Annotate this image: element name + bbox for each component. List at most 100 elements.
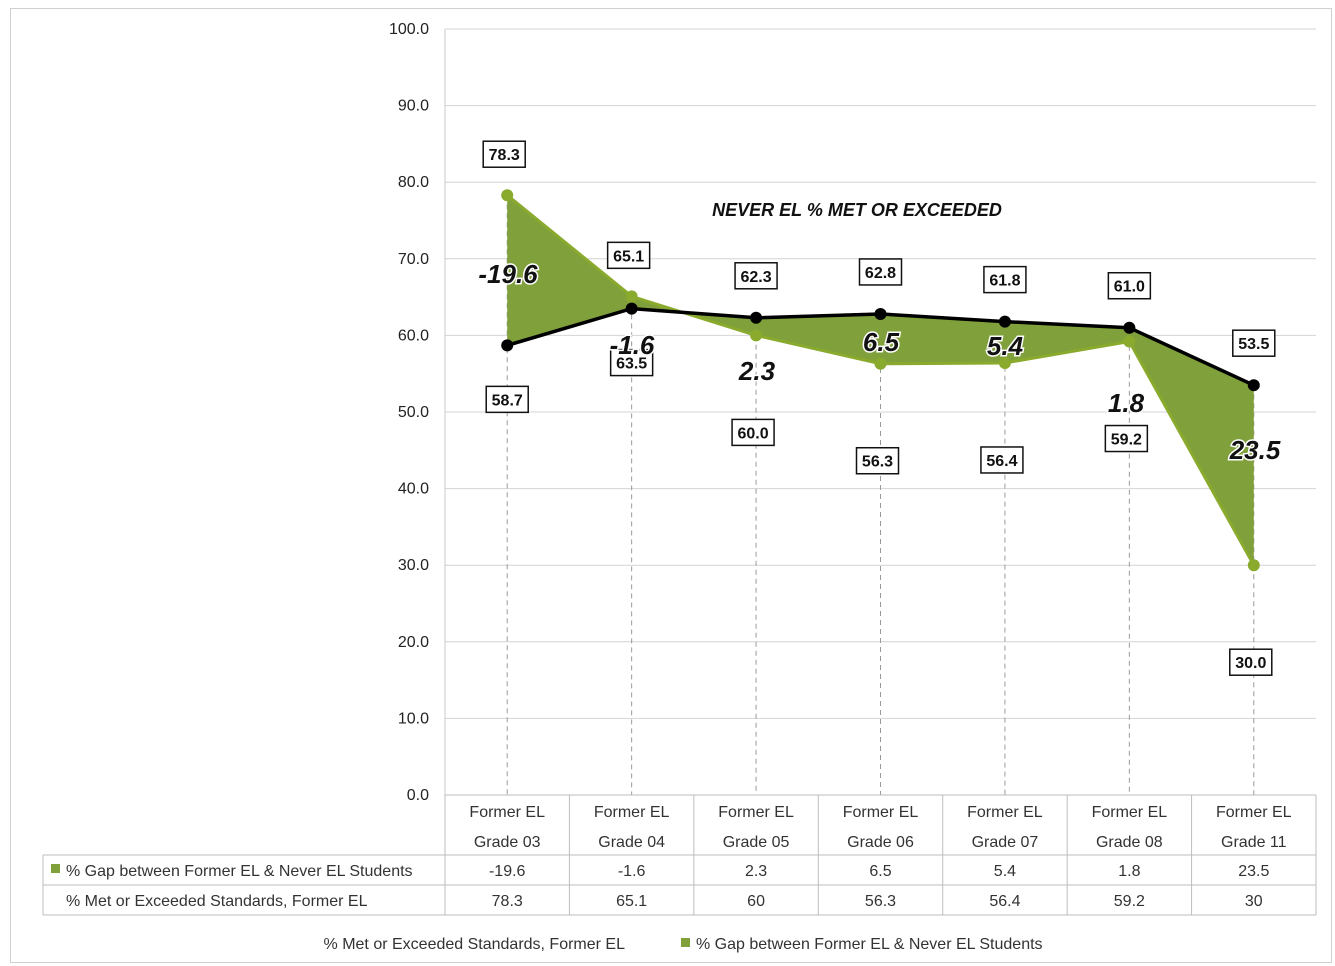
y-tick-label: 30.0 [398,557,429,574]
never-el-value-label-box [609,348,654,377]
never-el-point [1123,321,1136,334]
y-tick-label: 0.0 [407,787,429,804]
former-el-value-label-box [482,140,526,168]
table-cell: 78.3 [492,893,523,910]
former-el-point [625,290,638,303]
legend-entry-gap: % Gap between Former EL & Never EL Stude… [696,936,1043,953]
table-row-header: % Met or Exceeded Standards, Former EL [66,893,368,910]
former-el-value-label: 56.3 [862,454,893,471]
y-tick-label: 50.0 [398,404,429,421]
category-label: Grade 05 [723,834,790,851]
y-tick-label: 60.0 [398,327,429,344]
former-el-point [501,189,514,202]
never-el-value-label: 61.8 [989,273,1020,290]
former-el-point [750,329,763,342]
y-tick-label: 80.0 [398,174,429,191]
category-label: Former EL [967,804,1043,821]
chart-frame [10,8,1332,963]
table-cell: 56.3 [865,893,896,910]
y-tick-label: 20.0 [398,634,429,651]
data-table: Former EL Grade 03 Former EL Grade 04 Former… [42,794,1317,916]
former-el-value-label-box [731,418,775,447]
former-el-value-label-box [1229,648,1273,676]
former-el-point [1123,335,1136,348]
former-el-value-label: 65.1 [613,248,644,265]
never-el-value-label-box [1107,271,1152,300]
category-label: Grade 03 [474,834,541,851]
former-el-value-label: 60.0 [738,425,769,442]
gap-value-label: 1.8 [1108,388,1145,418]
table-cell: 23.5 [1238,863,1269,880]
former-el-value-label-box [1104,424,1149,453]
never-el-value-label: 58.7 [492,392,523,409]
category-label: Former EL [594,804,670,821]
category-label: Former EL [843,804,919,821]
never-el-annotation: NEVER EL % MET OR EXCEEDED [712,200,1002,220]
never-el-value-label: 62.3 [741,269,772,286]
y-tick-label: 40.0 [398,481,429,498]
table-cell: 6.5 [869,863,891,880]
gap-value-label: 6.5 [863,327,900,357]
gap-value-label: 23.5 [1229,435,1281,465]
table-cell: 60 [747,893,765,910]
table-cell: 1.8 [1118,863,1140,880]
former-el-value-label-box [855,446,900,475]
table-cell: -19.6 [489,863,526,880]
former-el-value-label-box [980,446,1024,474]
former-el-point [998,356,1011,369]
data-points [501,189,1260,572]
former-el-value-label-box [606,241,651,270]
never-el-value-label: 61.0 [1114,279,1145,296]
never-el-point [501,339,514,352]
gap-value-label: -1.6 [610,330,655,360]
never-el-value-label-box [983,265,1027,294]
legend: % Met or Exceeded Standards, Former EL % … [324,936,1043,953]
legend-key-gap [681,938,690,947]
former-el-value-label: 59.2 [1111,432,1142,449]
gap-legend-key [51,864,60,873]
y-tick-label: 10.0 [398,710,429,727]
category-label: Former EL [469,804,545,821]
table-cell: 5.4 [994,863,1016,880]
never-el-point [874,307,887,320]
never-el-point [750,311,763,324]
never-el-value-label: 62.8 [865,265,896,282]
gap-value-label: 2.3 [738,356,776,386]
category-label: Former EL [718,804,794,821]
category-label: Grade 07 [972,834,1039,851]
category-label: Former EL [1092,804,1168,821]
never-el-value-label: 63.5 [616,356,647,373]
data-labels: 78.3 58.7 65.1 63.5 60.0 62.3 56.3 62.8 56.4 61.8… [477,140,1282,676]
former-el-value-label: 78.3 [489,147,520,164]
category-label: Grade 11 [1221,834,1287,851]
table-cell: 30 [1245,893,1263,910]
never-el-value-label-box [858,258,903,286]
never-el-value-label-box [485,385,529,414]
category-label: Grade 08 [1096,834,1163,851]
y-tick-label: 100.0 [389,21,429,38]
never-el-value-label-box [734,262,778,290]
category-label: Former EL [1216,804,1292,821]
never-el-value-label: 53.5 [1238,336,1269,353]
former-el-point [874,357,887,370]
gap-value-label: -19.6 [478,259,538,289]
table-cell: 65.1 [616,893,647,910]
category-label: Grade 06 [847,834,914,851]
gap-value-label: 5.4 [987,331,1024,361]
legend-entry-former-el: % Met or Exceeded Standards, Former EL [324,936,626,953]
never-el-value-label-box [1232,329,1276,357]
table-row-header: % Gap between Former EL & Never EL Stude… [66,863,413,880]
former-el-point [1247,559,1260,572]
former-el-value-label: 30.0 [1235,655,1266,672]
never-el-point [1247,379,1260,392]
y-tick-label: 90.0 [398,98,429,115]
category-label: Grade 04 [598,834,665,851]
table-cell: 59.2 [1114,893,1145,910]
table-cell: 56.4 [989,893,1020,910]
table-cell: -1.6 [618,863,646,880]
y-axis-tick-labels: 0.0 10.0 20.0 30.0 40.0 50.0 60.0 70.0 80.0 90.0 1… [389,21,429,804]
y-tick-label: 70.0 [398,251,429,268]
table-cell: 2.3 [745,863,767,880]
former-el-value-label: 56.4 [986,453,1017,470]
